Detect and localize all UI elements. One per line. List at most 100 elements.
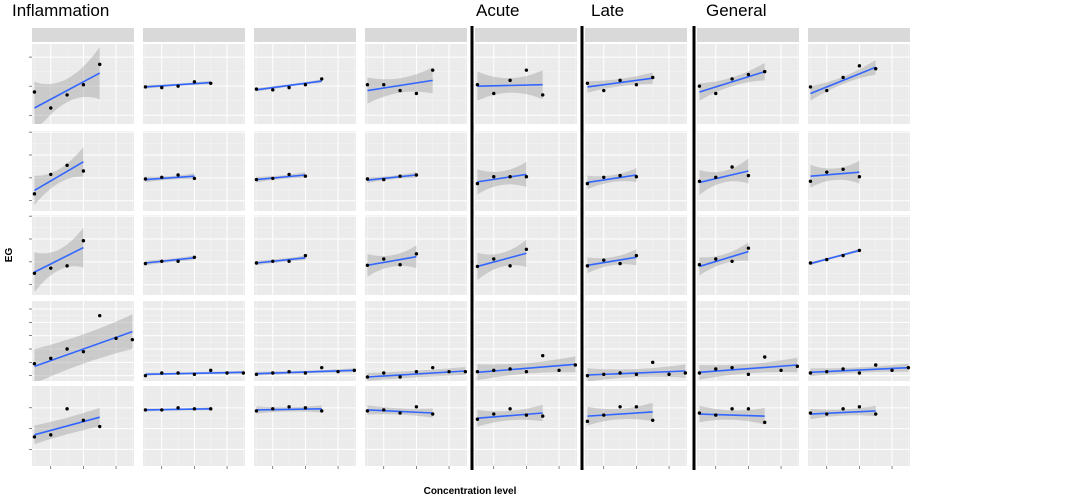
regression-line bbox=[810, 66, 877, 95]
panel-me14-row-2 bbox=[32, 131, 134, 211]
data-point bbox=[779, 368, 783, 373]
data-point bbox=[585, 81, 590, 85]
data-point bbox=[114, 336, 118, 341]
panel-me14-row-4 bbox=[32, 301, 135, 381]
regression-line bbox=[34, 161, 84, 192]
panel-me20-row-5 bbox=[585, 386, 687, 466]
data-point bbox=[303, 371, 308, 375]
strip-me14 bbox=[32, 28, 134, 42]
data-point bbox=[398, 263, 402, 267]
panel-me43-row-1 bbox=[365, 44, 467, 124]
data-point bbox=[176, 406, 180, 410]
data-point bbox=[492, 91, 496, 96]
data-point bbox=[618, 261, 622, 266]
data-point bbox=[287, 85, 291, 90]
data-point bbox=[714, 257, 718, 261]
data-point bbox=[65, 347, 69, 351]
regression-line bbox=[256, 408, 322, 411]
data-point bbox=[475, 417, 480, 421]
panel-me22-row-1 bbox=[697, 44, 799, 124]
data-point bbox=[81, 83, 86, 87]
y-axes bbox=[29, 56, 32, 450]
data-point bbox=[618, 371, 622, 375]
data-point bbox=[160, 371, 164, 375]
regression-line bbox=[477, 252, 527, 268]
panel-me37-row-5 bbox=[143, 386, 245, 466]
data-point bbox=[176, 371, 180, 375]
data-point bbox=[508, 407, 512, 411]
data-point bbox=[352, 368, 357, 373]
panel-me39-row-4 bbox=[254, 301, 357, 381]
data-point bbox=[746, 372, 751, 377]
data-point bbox=[287, 172, 291, 177]
data-point bbox=[634, 253, 639, 258]
data-point bbox=[176, 259, 180, 263]
panel-me28-row-4 bbox=[808, 301, 911, 381]
data-point bbox=[730, 407, 734, 411]
data-point bbox=[508, 264, 512, 268]
data-point bbox=[730, 259, 734, 263]
panel-me28-row-5 bbox=[808, 386, 910, 466]
regression-line bbox=[256, 80, 322, 91]
data-point bbox=[697, 371, 702, 375]
data-point bbox=[32, 90, 37, 94]
regression-line bbox=[587, 174, 637, 184]
data-point bbox=[573, 363, 578, 367]
data-point bbox=[841, 75, 845, 80]
data-point bbox=[746, 246, 751, 250]
data-point bbox=[714, 413, 718, 417]
data-point bbox=[634, 405, 639, 409]
data-point bbox=[541, 353, 545, 358]
column-strips bbox=[32, 28, 910, 42]
data-point bbox=[602, 175, 606, 179]
panel-me20-row-4 bbox=[585, 301, 688, 381]
panel-me39-row-3 bbox=[254, 215, 356, 295]
data-point bbox=[634, 83, 639, 87]
data-point bbox=[254, 409, 259, 413]
data-point bbox=[697, 84, 702, 88]
regression-line bbox=[699, 413, 765, 417]
panel-me43-row-4 bbox=[365, 301, 468, 381]
data-point bbox=[541, 414, 545, 418]
regression-line bbox=[367, 174, 417, 181]
strip-me39 bbox=[254, 28, 356, 42]
data-point bbox=[303, 174, 308, 178]
data-point bbox=[651, 75, 655, 80]
panel-me39-row-5 bbox=[254, 386, 356, 466]
data-point bbox=[65, 407, 69, 411]
data-point bbox=[365, 409, 370, 413]
data-point bbox=[808, 371, 813, 375]
data-point bbox=[825, 170, 829, 174]
data-point bbox=[697, 411, 702, 415]
regression-line bbox=[477, 412, 543, 420]
data-point bbox=[81, 239, 86, 243]
panel-me32-row-3 bbox=[475, 215, 577, 295]
data-point bbox=[524, 369, 529, 374]
data-point bbox=[365, 375, 370, 379]
regression-line bbox=[810, 249, 860, 265]
data-point bbox=[32, 435, 37, 439]
panel-me37-row-1 bbox=[143, 44, 245, 124]
data-point bbox=[808, 179, 813, 183]
data-point bbox=[524, 247, 529, 251]
data-point bbox=[320, 77, 324, 81]
regression-line bbox=[699, 364, 798, 374]
data-point bbox=[65, 163, 69, 167]
data-point bbox=[857, 371, 862, 375]
data-point bbox=[303, 83, 308, 87]
x-axis-title: Concentration level bbox=[424, 486, 517, 497]
panel-me14-row-3 bbox=[32, 215, 134, 295]
data-point bbox=[730, 165, 734, 169]
data-point bbox=[143, 408, 148, 412]
data-point bbox=[585, 264, 590, 268]
data-point bbox=[857, 175, 862, 179]
regression-line bbox=[810, 171, 860, 177]
data-point bbox=[475, 369, 480, 374]
data-point bbox=[730, 77, 734, 81]
x-axes bbox=[50, 466, 893, 469]
data-point bbox=[382, 177, 386, 182]
regression-line bbox=[699, 70, 765, 93]
data-point bbox=[618, 173, 622, 178]
panel-me37-row-4 bbox=[143, 301, 246, 381]
